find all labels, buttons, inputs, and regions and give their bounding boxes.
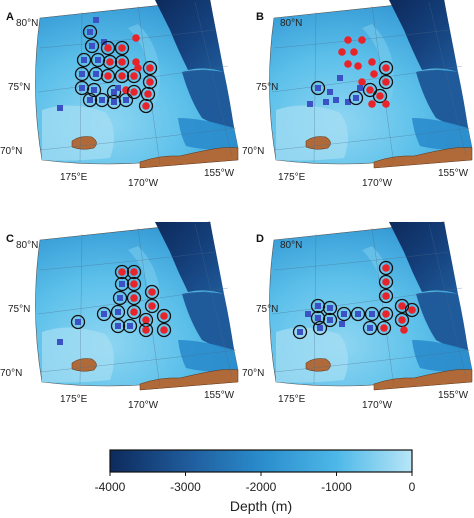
colorbar-tick-label: -4000 <box>95 480 126 494</box>
panel-a-lon-175e: 175°E <box>60 172 88 183</box>
panel-a-lat-70: 70°N <box>0 146 22 157</box>
colorbar-tick-label: 0 <box>409 480 416 494</box>
blue-square-marker <box>357 85 363 91</box>
red-circle-marker <box>400 326 408 334</box>
panel-c: C 80°N 75°N 70°N 175°E 170°W 155°W <box>0 221 239 411</box>
blue-square-marker <box>323 99 329 105</box>
panel-b: B 80°N 75°N 70°N 175°E 170°W 155°W <box>242 0 473 189</box>
red-circle-marker <box>344 36 352 44</box>
blue-square-marker <box>57 339 63 345</box>
panel-d-lon-155w: 155°W <box>438 390 469 401</box>
colorbar-label: Depth (m) <box>230 498 292 514</box>
panel-c-lon-155w: 155°W <box>204 390 235 401</box>
red-circle-marker <box>132 34 140 42</box>
panel-c-lat-70: 70°N <box>0 368 22 379</box>
panel-b-lon-175e: 175°E <box>278 172 306 183</box>
blue-square-marker <box>307 101 313 107</box>
blue-square-marker <box>337 75 343 81</box>
panel-d-lat-75: 75°N <box>256 304 278 315</box>
panel-d-lat-70: 70°N <box>242 368 264 379</box>
red-circle-marker <box>368 58 376 66</box>
blue-square-marker <box>93 17 99 23</box>
panel-c-lat-75: 75°N <box>8 304 30 315</box>
red-circle-marker <box>368 100 376 108</box>
panel-a-lat-80: 80°N <box>16 18 38 29</box>
blue-square-marker <box>305 311 311 317</box>
colorbar-tick-label: -1000 <box>321 480 352 494</box>
panel-c-letter: C <box>6 233 14 245</box>
panel-d-letter: D <box>256 233 264 245</box>
red-circle-marker <box>134 64 142 72</box>
colorbar: -4000 -3000 -2000 -1000 0 Depth (m) <box>95 449 416 514</box>
panel-b-letter: B <box>256 11 264 23</box>
panel-d-lon-170w: 170°W <box>362 400 393 411</box>
panel-a-letter: A <box>6 11 14 23</box>
panel-a-lon-170w: 170°W <box>128 178 159 189</box>
red-circle-marker <box>350 48 358 56</box>
panel-c-lon-170w: 170°W <box>128 400 159 411</box>
red-circle-marker <box>370 70 378 78</box>
panel-b-lat-70: 70°N <box>242 146 264 157</box>
red-circle-marker <box>338 48 346 56</box>
panel-b-lon-170w: 170°W <box>362 178 393 189</box>
panel-d: D 80°N 75°N 70°N 175°E 170°W 155°W <box>242 221 473 411</box>
colorbar-gradient <box>109 449 413 473</box>
red-circle-marker <box>344 60 352 68</box>
panel-c-lon-175e: 175°E <box>60 394 88 405</box>
panel-b-lat-80: 80°N <box>280 18 302 29</box>
blue-square-marker <box>327 89 333 95</box>
panel-d-lon-175e: 175°E <box>278 394 306 405</box>
panel-a-lat-75: 75°N <box>8 82 30 93</box>
colorbar-tick-label: -3000 <box>170 480 201 494</box>
red-circle-marker <box>382 100 390 108</box>
blue-square-marker <box>339 321 345 327</box>
panel-a: A 80°N 75°N 70°N 175°E 170°W 155°W <box>0 0 239 189</box>
red-circle-marker <box>354 62 362 70</box>
panel-b-lat-75: 75°N <box>256 82 278 93</box>
colorbar-tick-label: -2000 <box>246 480 277 494</box>
panel-b-lon-155w: 155°W <box>438 168 469 179</box>
panel-a-lon-155w: 155°W <box>204 168 235 179</box>
blue-square-marker <box>115 85 121 91</box>
blue-square-marker <box>333 97 339 103</box>
panel-a-basemap <box>34 0 239 169</box>
red-circle-marker <box>358 36 366 44</box>
blue-square-marker <box>57 105 63 111</box>
panel-c-lat-80: 80°N <box>16 240 38 251</box>
red-circle-marker <box>358 78 366 86</box>
panel-d-lat-80: 80°N <box>280 240 302 251</box>
